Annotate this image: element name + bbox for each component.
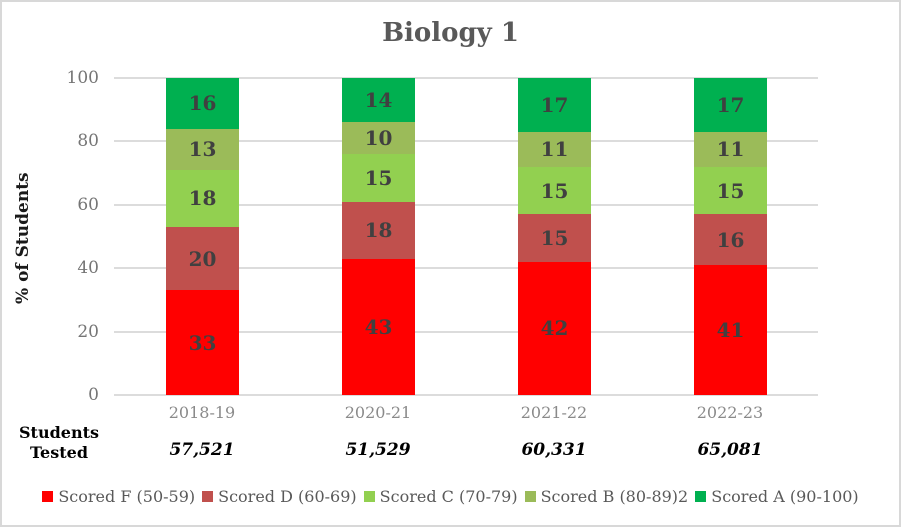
bar-segment-value: 16 [188, 91, 217, 116]
legend-label: Scored D (60-69) [218, 487, 357, 506]
legend-item: Scored B (80-89)2 [524, 487, 689, 506]
gridline-100 [114, 77, 818, 79]
bar-segment-value: 42 [540, 316, 569, 341]
legend-swatch-icon [695, 491, 707, 502]
students-tested-value: 65,081 [697, 440, 763, 460]
legend-swatch-icon [363, 491, 375, 502]
bar-segment-value: 17 [716, 92, 745, 117]
students-tested-value: 51,529 [345, 440, 411, 460]
bar-segment-value: 13 [188, 137, 217, 162]
bar-segment: 15 [518, 166, 591, 215]
legend-swatch-icon [524, 491, 536, 502]
x-tick-label-2020-21: 2020-21 [344, 403, 412, 422]
y-axis-title: % of Students [13, 172, 33, 304]
students-tested-value: 57,521 [169, 440, 235, 460]
legend-swatch-icon [42, 491, 54, 502]
students-tested-label: Students Tested [8, 423, 110, 463]
bar-segment-value: 11 [716, 137, 745, 162]
bar-segment-value: 15 [716, 178, 745, 203]
bar-segment-value: 18 [188, 186, 217, 211]
legend-item: Scored D (60-69) [202, 487, 357, 506]
bar-segment: 15 [694, 166, 767, 215]
bar-segment: 10 [342, 122, 415, 155]
students-tested-value: 60,331 [521, 440, 587, 460]
legend-swatch-icon [202, 491, 214, 502]
legend-label: Scored F (50-59) [58, 487, 196, 506]
bar-segment-value: 33 [188, 330, 217, 355]
bar-segment-value: 10 [364, 126, 393, 151]
bar-segment-value: 11 [540, 137, 569, 162]
bar-2021-22: 42 15 15 11 17 [518, 78, 591, 395]
bar-2018-19: 33 20 18 13 16 [166, 78, 239, 395]
gridline-40 [114, 267, 818, 269]
bar-segment-value: 15 [540, 226, 569, 251]
bar-segment: 18 [166, 169, 239, 227]
y-tick-label-0: 0 [88, 385, 99, 405]
y-tick-label-60: 60 [77, 195, 99, 215]
y-tick-label-100: 100 [66, 68, 99, 88]
legend-label: Scored A (90-100) [711, 487, 859, 506]
legend-item: Scored C (70-79) [363, 487, 518, 506]
bar-segment-value: 41 [716, 318, 745, 343]
legend-label: Scored B (80-89)2 [540, 487, 689, 506]
bar-segment: 13 [166, 128, 239, 170]
students-tested-label-line2: Tested [29, 443, 88, 462]
x-tick-label-2022-23: 2022-23 [696, 403, 764, 422]
bar-segment: 33 [166, 290, 239, 395]
legend: Scored F (50-59) Scored D (60-69) Scored C… [2, 487, 899, 506]
bar-segment: 15 [518, 214, 591, 262]
plot-area: 33 20 18 13 16 43 18 15 10 14 42 15 15 11 17 41 16 15 11 17 [114, 77, 818, 396]
y-tick-label-40: 40 [77, 258, 99, 278]
y-tick-label-20: 20 [77, 322, 99, 342]
bar-segment: 16 [694, 214, 767, 266]
bar-segment-value: 17 [540, 92, 569, 117]
bar-segment-value: 15 [364, 165, 393, 190]
bar-segment-value: 15 [540, 178, 569, 203]
x-tick-label-2021-22: 2021-22 [520, 403, 588, 422]
bar-2020-21: 43 18 15 10 14 [342, 78, 415, 395]
students-tested-label-line1: Students [19, 423, 99, 442]
bar-segment: 14 [342, 78, 415, 123]
gridline-20 [114, 331, 818, 333]
bar-segment: 17 [694, 78, 767, 132]
gridline-80 [114, 140, 818, 142]
bar-segment: 43 [342, 258, 415, 395]
bar-segment: 17 [518, 78, 591, 132]
gridline-60 [114, 204, 818, 206]
bar-2022-23: 41 16 15 11 17 [694, 78, 767, 395]
bar-segment: 41 [694, 265, 767, 395]
bar-segment-value: 18 [364, 218, 393, 243]
bar-segment-value: 20 [188, 246, 217, 271]
x-tick-label-2018-19: 2018-19 [168, 403, 236, 422]
bar-segment: 16 [166, 78, 239, 129]
bar-segment-value: 16 [716, 227, 745, 252]
bar-segment: 18 [342, 201, 415, 259]
y-tick-label-80: 80 [77, 131, 99, 151]
legend-item: Scored F (50-59) [42, 487, 195, 506]
legend-label: Scored C (70-79) [379, 487, 518, 506]
bar-segment-value: 43 [364, 314, 393, 339]
bar-segment-value: 14 [364, 88, 393, 113]
bar-segment: 20 [166, 227, 239, 291]
bar-segment: 15 [342, 154, 415, 202]
gridline-0 [114, 394, 818, 396]
bar-segment: 42 [518, 261, 591, 395]
chart-title: Biology 1 [382, 18, 519, 48]
bar-segment: 11 [694, 131, 767, 167]
legend-item: Scored A (90-100) [695, 487, 859, 506]
bar-segment: 11 [518, 131, 591, 167]
